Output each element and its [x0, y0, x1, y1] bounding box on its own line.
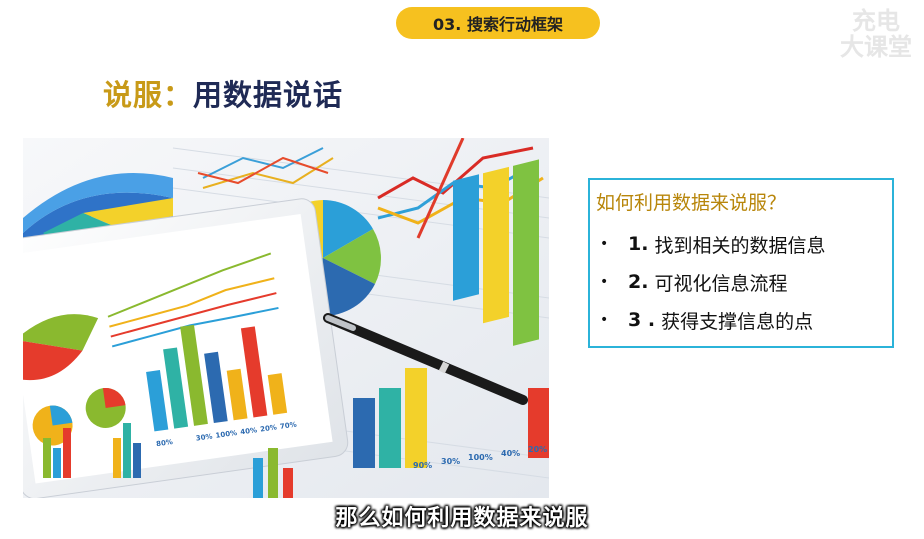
watermark-logo: 充电 大课堂 — [834, 8, 918, 60]
paper-label-1: 90% — [413, 461, 432, 470]
bullet-icon: • — [600, 274, 609, 290]
persuasion-info-box: 如何利用数据来说服？ • 1. 找到相关的数据信息 • 2. 可视化信息流程 •… — [588, 178, 894, 348]
video-caption: 那么如何利用数据来说服 — [335, 506, 589, 531]
info-item-text: 可视化信息流程 — [654, 272, 788, 295]
tablet-label-6: 70% — [279, 421, 297, 431]
paper-label-2: 30% — [441, 457, 460, 466]
info-question: 如何利用数据来说服？ — [596, 192, 787, 214]
slide-title: 说服：用数据说话 — [103, 72, 343, 114]
info-item-number: 2. — [628, 271, 649, 293]
info-item-number: 1. — [628, 233, 649, 255]
tablet-label-3: 100% — [215, 429, 238, 440]
tablet-label-2: 30% — [195, 432, 213, 442]
section-label: 03. 搜索行动框架 — [433, 15, 563, 34]
bullet-icon: • — [600, 312, 609, 328]
info-item-text: 找到相关的数据信息 — [654, 234, 826, 257]
info-item-3: • 3 . 获得支撑信息的点 — [596, 301, 892, 339]
slide-title-part1: 说服： — [103, 78, 194, 112]
chart-collage-svg: 80% 30% 100% 40% 20% 70% 90% 30% 100% 40… — [23, 138, 549, 498]
info-item-number: 3 . — [628, 309, 656, 331]
slide-title-part2: 用数据说话 — [193, 78, 344, 112]
watermark-line1: 充电 — [852, 7, 900, 35]
info-item-1: • 1. 找到相关的数据信息 — [596, 225, 892, 263]
bullet-icon: • — [600, 236, 609, 252]
tablet-label-4: 40% — [240, 426, 258, 436]
chart-collage-image: 80% 30% 100% 40% 20% 70% 90% 30% 100% 40… — [23, 138, 549, 498]
paper-label-3: 100% — [468, 453, 493, 462]
tablet-label-5: 20% — [260, 423, 278, 433]
section-label-pill: 03. 搜索行动框架 — [396, 7, 600, 39]
info-item-text: 获得支撑信息的点 — [661, 310, 814, 333]
paper-label-5: 20% — [528, 445, 547, 454]
info-item-2: • 2. 可视化信息流程 — [596, 263, 892, 301]
tablet-label-1: 80% — [156, 438, 174, 448]
watermark-line2: 大课堂 — [840, 33, 912, 61]
paper-label-4: 40% — [501, 449, 520, 458]
